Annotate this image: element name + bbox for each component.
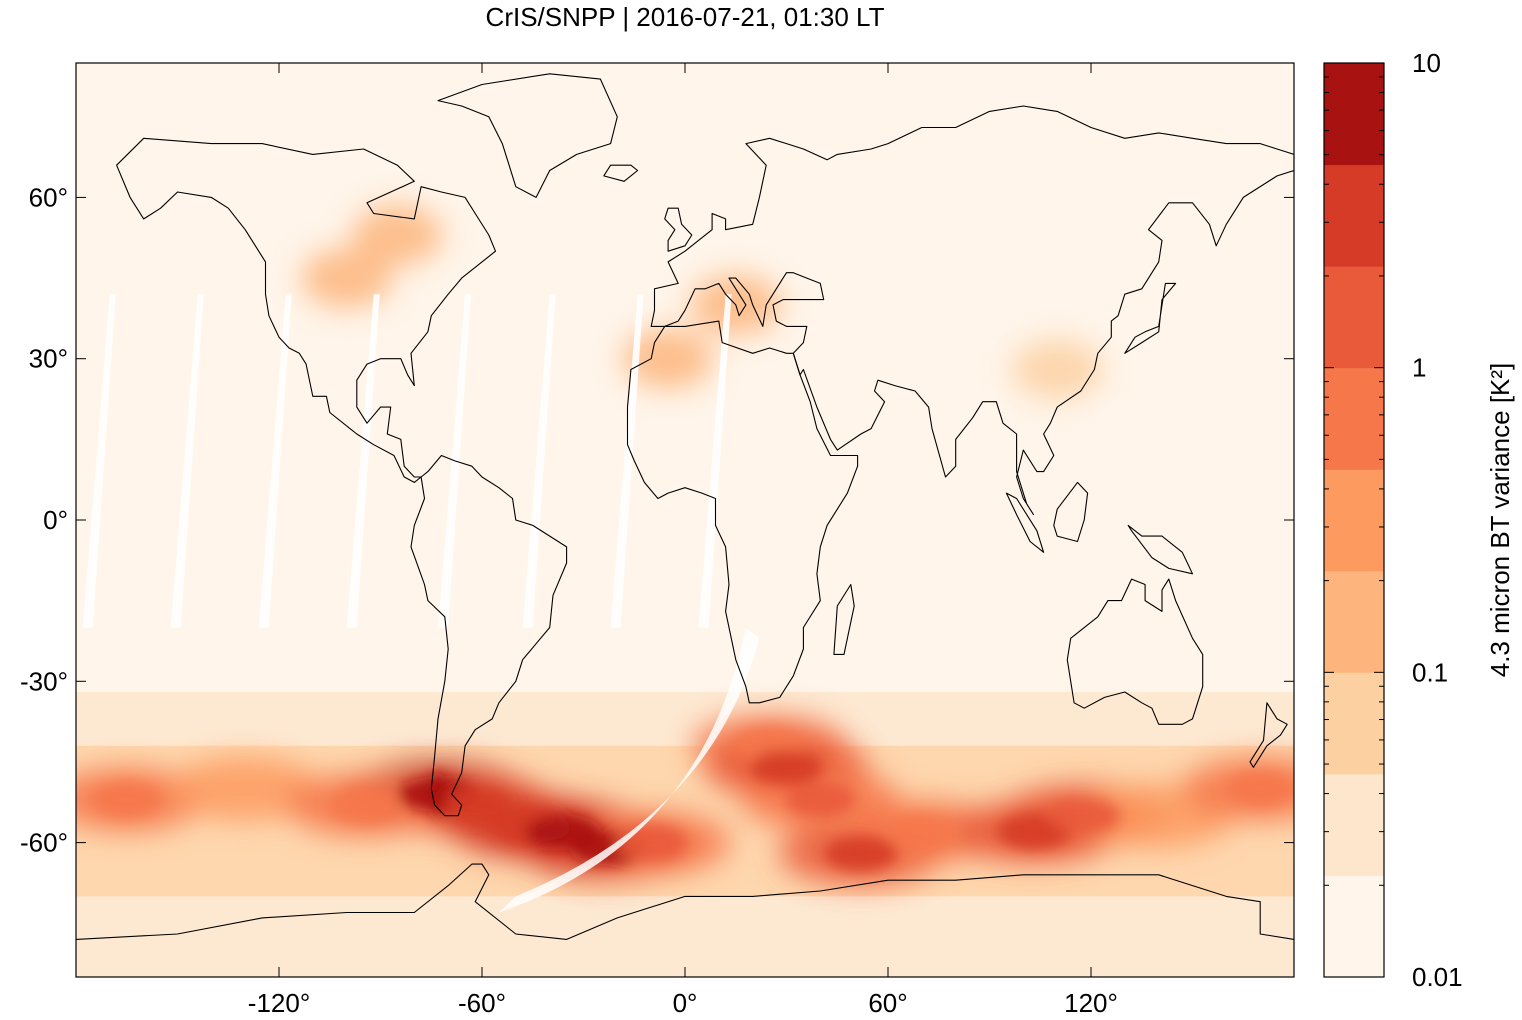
swath-gap [258,294,292,628]
x-tick-label: -120° [248,988,310,1018]
coastline-north-america [116,137,497,483]
y-tick-label: 30° [29,344,68,374]
colorbar-segment [1324,672,1384,775]
variance-blob [169,756,321,821]
colorbar-tick-label: 0.01 [1412,962,1463,992]
colorbar-segment [1324,164,1384,267]
coastlines [76,73,1294,940]
coastline-new-zealand [1249,702,1288,768]
y-tick-label: -30° [20,666,68,696]
coastline-south-america [410,454,568,817]
variance-core [328,787,399,823]
coastline-new-guinea [1127,524,1194,575]
variance-core [824,835,898,871]
colorbar: 0.01 0.1 1 10 [1323,48,1463,992]
colorbar-segment [1324,63,1384,166]
colorbar-frame [1323,62,1385,978]
colorbar-label: 4.3 micron BT variance [K²] [1485,363,1515,678]
x-axis: -120° -60° 0° 60° 120° [248,63,1118,1018]
y-tick-label: -60° [20,828,68,858]
x-tick-label: 0° [673,988,698,1018]
coastline-japan [1124,282,1177,354]
coastline-iceland [603,164,639,182]
coastline-greenland [437,73,618,198]
variance-core [1225,771,1294,807]
coastline-madagascar [833,583,855,655]
colorbar-segment [1324,469,1384,572]
colorbar-tick-label: 1 [1412,353,1426,383]
x-tick-label: 60° [868,988,907,1018]
variance-core [785,781,856,818]
variance-core [615,824,687,861]
y-axis: 60° 30° 0° -30° -60° [20,182,1294,858]
coastline-great-britain [664,207,693,252]
colorbar-segment [1324,570,1384,673]
coastline-sumatra [1005,492,1045,553]
variance-cores [92,728,1294,871]
variance-blob [352,205,443,266]
swath-gap [346,294,380,628]
y-tick-label: 0° [43,505,68,535]
swath-gap [522,294,556,628]
colorbar-tick-label: 10 [1412,48,1441,78]
y-tick-label: 60° [29,182,68,212]
swath-gap [82,294,116,628]
coastline-eurasia [650,105,1294,516]
variance-core [92,781,162,818]
swath-gap [698,294,732,628]
map-plot-area [76,63,1294,977]
swath-gap [610,294,644,628]
coastline-antarctica [76,863,1294,940]
variance-core [1047,798,1121,834]
variance-core [749,749,824,785]
variance-blob [301,248,392,309]
swath-gap [170,294,204,628]
colorbar-tick-label: 0.1 [1412,657,1448,687]
variance-blob [1012,339,1103,400]
colorbar-segment [1324,266,1384,369]
colorbar-segment [1324,875,1384,978]
chart-title: CrIS/SNPP | 2016-07-21, 01:30 LT [485,2,885,32]
coastline-africa [626,320,859,704]
x-tick-label: 120° [1064,988,1118,1018]
variance-core-patagonia [429,770,448,819]
variance-blob [623,328,714,389]
coastline-borneo [1053,481,1089,543]
variance-core [886,814,957,850]
x-tick-label: -60° [458,988,506,1018]
colorbar-segment [1324,773,1384,876]
coastline-australia [1066,578,1204,725]
colorbar-segment [1324,367,1384,470]
